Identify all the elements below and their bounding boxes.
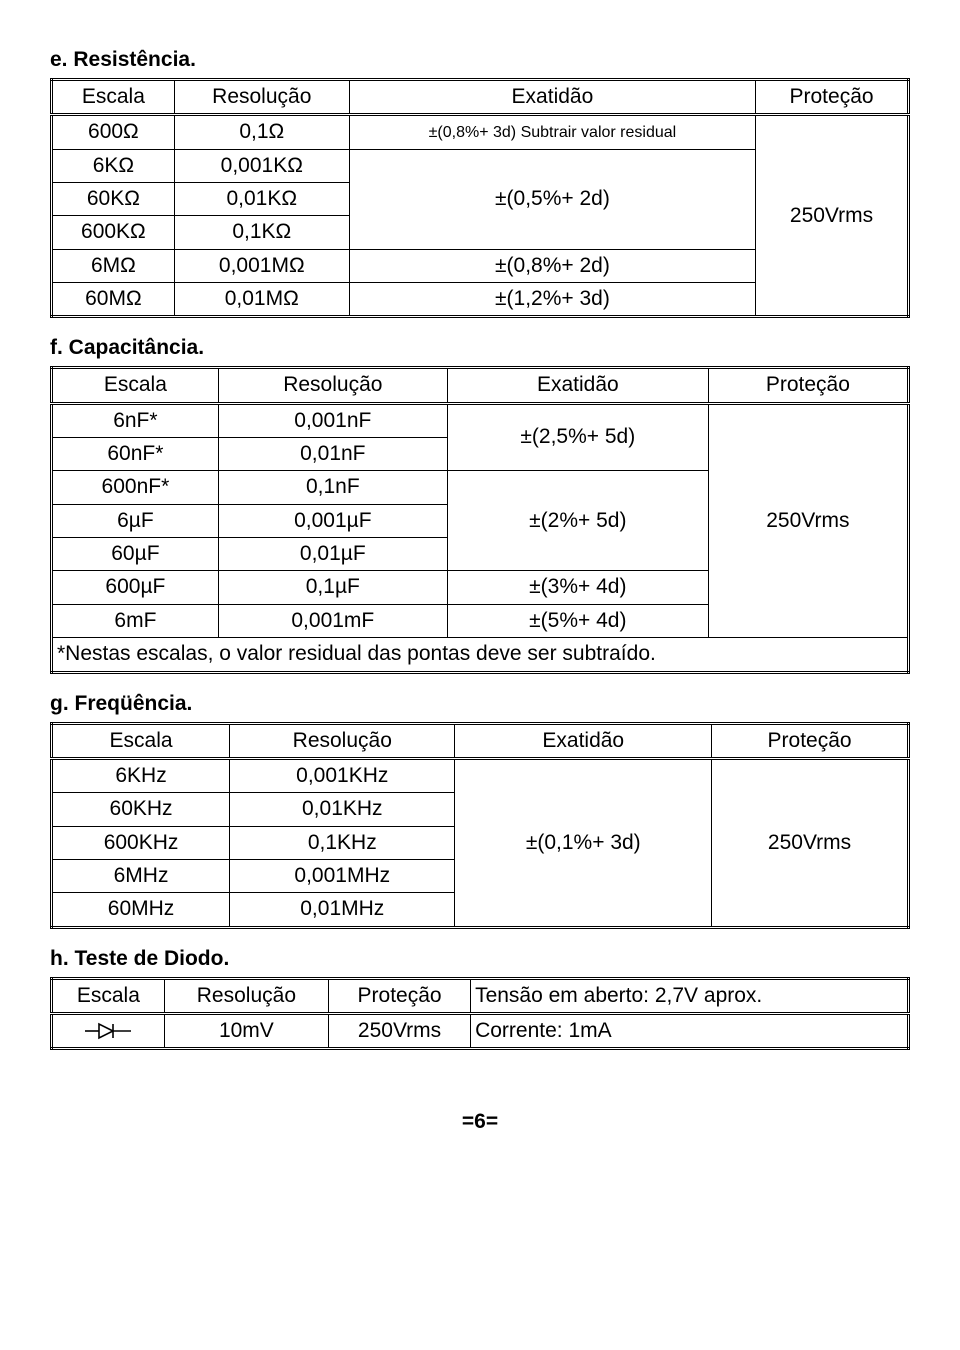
cell-res: 0,01µF — [218, 538, 447, 571]
cell-ex: ±(0,5%+ 2d) — [349, 149, 755, 249]
cell-prot: 250Vrms — [329, 1013, 471, 1048]
section-title-capacitancia: f. Capacitância. — [50, 336, 910, 360]
cell-escala: 60nF* — [52, 438, 219, 471]
cell-res: 0,1KΩ — [174, 216, 349, 249]
cell-escala: 600KHz — [52, 826, 230, 859]
cell-ex: ±(2,5%+ 5d) — [447, 403, 708, 471]
diode-icon — [85, 1019, 131, 1042]
note-capacitancia: *Nestas escalas, o valor residual das po… — [52, 638, 909, 672]
table-frequencia: Escala Resolução Exatidão Proteção 6KHz … — [50, 722, 910, 929]
cell-res: 0,001µF — [218, 504, 447, 537]
cell-ex: ±(3%+ 4d) — [447, 571, 708, 604]
cell-res: 0,01KHz — [230, 793, 455, 826]
cell-escala: 6nF* — [52, 403, 219, 437]
cell-escala: 60µF — [52, 538, 219, 571]
cell-ex: ±(5%+ 4d) — [447, 604, 708, 637]
diodo-right1: Tensão em aberto: 2,7V aprox. — [471, 978, 909, 1013]
cell-protecao: 250Vrms — [712, 758, 909, 927]
cell-ex: ±(2%+ 5d) — [447, 471, 708, 571]
section-title-resistencia: e. Resistência. — [50, 48, 910, 72]
cell-res: 10mV — [164, 1013, 328, 1048]
cell-escala: 60KΩ — [52, 183, 175, 216]
cell-escala: 600KΩ — [52, 216, 175, 249]
header-protecao: Proteção — [708, 368, 908, 403]
cell-protecao: 250Vrms — [756, 115, 909, 317]
cell-escala: 6MΩ — [52, 249, 175, 282]
cell-escala: 6KHz — [52, 758, 230, 792]
cell-escala: 6µF — [52, 504, 219, 537]
table-diodo: Escala Resolução Proteção Tensão em aber… — [50, 977, 910, 1051]
header-exatidao: Exatidão — [447, 368, 708, 403]
cell-escala: 60KHz — [52, 793, 230, 826]
cell-res: 0,001mF — [218, 604, 447, 637]
cell-res: 0,001MΩ — [174, 249, 349, 282]
cell-escala: 6mF — [52, 604, 219, 637]
cell-escala: 600µF — [52, 571, 219, 604]
diode-symbol — [52, 1013, 165, 1048]
cell-escala: 600Ω — [52, 115, 175, 149]
cell-res: 0,01MΩ — [174, 283, 349, 317]
cell-res: 0,01nF — [218, 438, 447, 471]
section-title-frequencia: g. Freqüência. — [50, 692, 910, 716]
cell-res: 0,1KHz — [230, 826, 455, 859]
header-escala: Escala — [52, 723, 230, 758]
header-escala: Escala — [52, 368, 219, 403]
cell-escala: 60MΩ — [52, 283, 175, 317]
cell-res: 0,01KΩ — [174, 183, 349, 216]
cell-res: 0,1Ω — [174, 115, 349, 149]
cell-escala: 60MHz — [52, 893, 230, 927]
section-title-diodo: h. Teste de Diodo. — [50, 947, 910, 971]
cell-res: 0,001KΩ — [174, 149, 349, 182]
header-escala: Escala — [52, 978, 165, 1013]
header-protecao: Proteção — [329, 978, 471, 1013]
page-number: =6= — [50, 1110, 910, 1134]
header-resolucao: Resolução — [218, 368, 447, 403]
cell-escala: 6KΩ — [52, 149, 175, 182]
header-protecao: Proteção — [756, 80, 909, 115]
header-exatidao: Exatidão — [349, 80, 755, 115]
cell-res: 0,1nF — [218, 471, 447, 504]
table-capacitancia: Escala Resolução Exatidão Proteção 6nF* … — [50, 366, 910, 673]
header-protecao: Proteção — [712, 723, 909, 758]
cell-ex: ±(1,2%+ 3d) — [349, 283, 755, 317]
cell-ex: ±(0,1%+ 3d) — [455, 758, 712, 927]
cell-res: 0,001nF — [218, 403, 447, 437]
cell-ex: ±(0,8%+ 2d) — [349, 249, 755, 282]
cell-escala: 6MHz — [52, 859, 230, 892]
cell-escala: 600nF* — [52, 471, 219, 504]
cell-protecao: 250Vrms — [708, 403, 908, 637]
header-exatidao: Exatidão — [455, 723, 712, 758]
cell-res: 0,01MHz — [230, 893, 455, 927]
cell-ex: ±(0,8%+ 3d) Subtrair valor residual — [349, 115, 755, 149]
cell-res: 0,001KHz — [230, 758, 455, 792]
header-escala: Escala — [52, 80, 175, 115]
table-resistencia: Escala Resolução Exatidão Proteção 600Ω … — [50, 78, 910, 318]
cell-res: 0,1µF — [218, 571, 447, 604]
header-resolucao: Resolução — [164, 978, 328, 1013]
cell-res: 0,001MHz — [230, 859, 455, 892]
header-resolucao: Resolução — [174, 80, 349, 115]
diodo-right2: Corrente: 1mA — [471, 1013, 909, 1048]
header-resolucao: Resolução — [230, 723, 455, 758]
